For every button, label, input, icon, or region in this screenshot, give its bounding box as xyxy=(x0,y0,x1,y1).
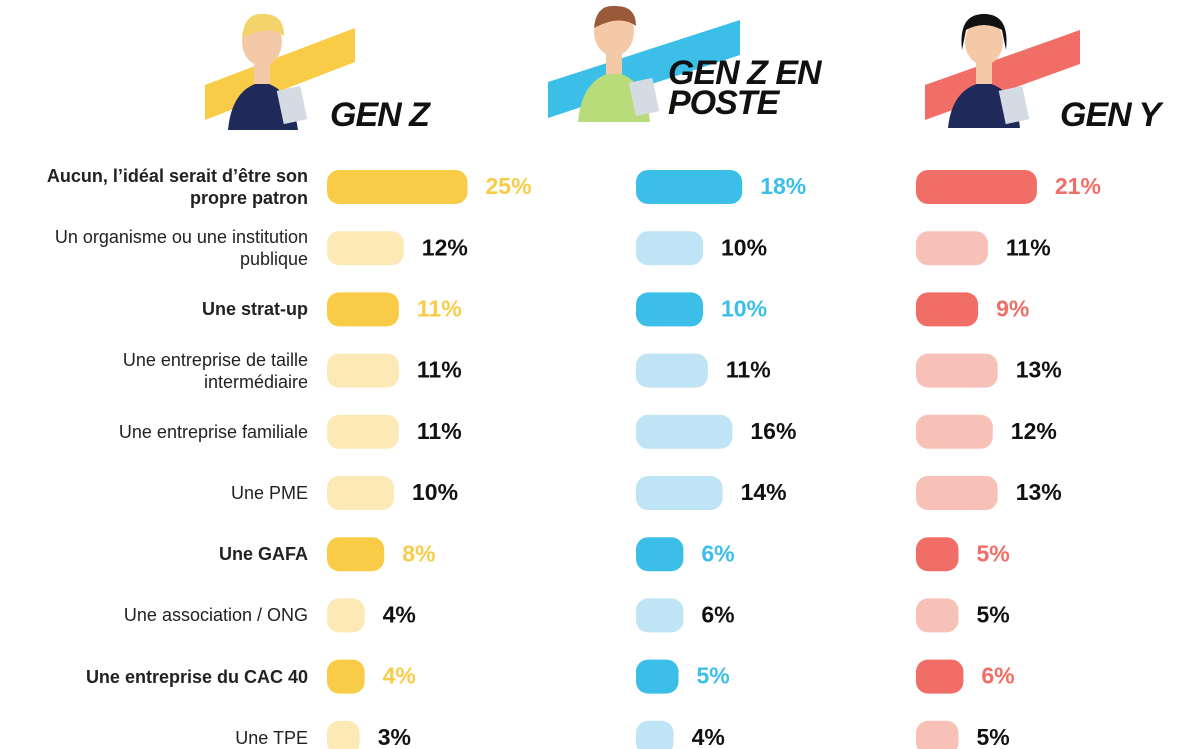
series-title: GEN Z xyxy=(330,96,430,134)
value-label: 11% xyxy=(1006,234,1051,260)
bar xyxy=(327,476,394,510)
series-title: GEN Z EN POSTE xyxy=(668,54,822,122)
value-label: 16% xyxy=(750,418,796,444)
value-label: 4% xyxy=(692,724,725,749)
value-label: 11% xyxy=(417,295,462,321)
bar xyxy=(916,353,998,388)
bar xyxy=(327,659,365,694)
bar xyxy=(636,598,684,633)
value-label: 11% xyxy=(726,357,771,383)
bar xyxy=(636,720,674,749)
bar xyxy=(636,231,703,266)
bar xyxy=(636,537,684,572)
value-label: 10% xyxy=(412,479,458,505)
illustration-gen-z xyxy=(205,13,355,130)
category-label: Une strat-up xyxy=(201,299,308,320)
category-label: Une entreprise familiale xyxy=(118,421,308,442)
category-label: Une entreprise de taille intermédiaire xyxy=(122,349,308,392)
bar xyxy=(916,537,959,572)
category-label: Aucun, l’idéal serait d’être son propre … xyxy=(46,166,308,208)
value-label: 6% xyxy=(701,540,734,566)
value-label: 11% xyxy=(417,418,462,444)
value-label: 21% xyxy=(1055,173,1101,199)
value-label: 11% xyxy=(417,357,462,383)
value-label: 12% xyxy=(422,234,468,260)
bar xyxy=(636,659,679,694)
bar xyxy=(327,231,404,266)
value-label: 4% xyxy=(383,601,416,627)
value-label: 6% xyxy=(981,663,1014,689)
bar xyxy=(636,170,743,204)
bar xyxy=(916,231,988,266)
category-label: Une association / ONG xyxy=(123,605,308,626)
bar xyxy=(327,537,385,572)
bar xyxy=(916,659,964,694)
bar xyxy=(327,414,399,449)
bar xyxy=(327,720,360,749)
bar xyxy=(327,170,468,204)
category-label: Une entreprise du CAC 40 xyxy=(85,666,308,687)
bar xyxy=(916,414,993,449)
bar xyxy=(636,353,708,388)
bar xyxy=(916,598,959,633)
value-label: 25% xyxy=(486,173,532,199)
bar xyxy=(636,414,733,449)
value-label: 5% xyxy=(697,663,730,689)
value-label: 13% xyxy=(1016,357,1062,383)
bar xyxy=(636,292,703,327)
value-label: 9% xyxy=(996,295,1029,321)
value-label: 14% xyxy=(741,479,787,505)
value-label: 10% xyxy=(721,234,767,260)
bar xyxy=(327,353,399,388)
category-label: Une GAFA xyxy=(218,544,308,565)
value-label: 18% xyxy=(760,173,806,199)
category-label: Une PME xyxy=(230,483,308,503)
category-label: Une TPE xyxy=(235,727,308,748)
value-label: 5% xyxy=(977,540,1010,566)
value-label: 3% xyxy=(378,724,411,749)
value-label: 8% xyxy=(402,540,435,566)
bar xyxy=(916,292,979,327)
value-label: 4% xyxy=(383,663,416,689)
value-label: 5% xyxy=(977,724,1010,749)
bar xyxy=(327,292,399,327)
value-label: 10% xyxy=(721,295,767,321)
bar xyxy=(636,476,723,510)
bar xyxy=(327,598,365,633)
bar xyxy=(916,170,1037,204)
bar xyxy=(916,476,998,510)
value-label: 6% xyxy=(701,601,734,627)
illustration-gen-y xyxy=(925,14,1080,128)
value-label: 13% xyxy=(1016,479,1062,505)
series-title: GEN Y xyxy=(1060,96,1161,134)
category-label: Un organisme ou une institution publique xyxy=(54,227,308,270)
value-label: 12% xyxy=(1011,418,1057,444)
illustration-gen-z-en-poste xyxy=(548,5,740,122)
bar xyxy=(916,720,959,749)
value-label: 5% xyxy=(977,601,1010,627)
